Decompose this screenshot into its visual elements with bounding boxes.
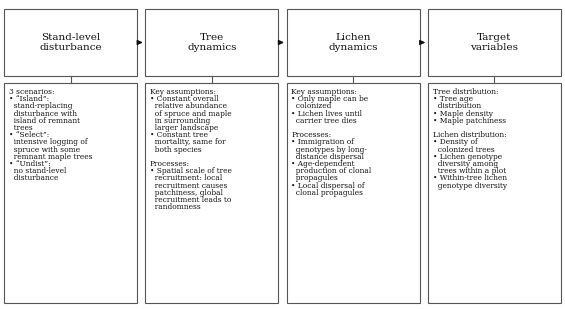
Bar (428, 9, 560, 76)
Text: recruitment: local: recruitment: local (150, 175, 222, 183)
Text: disturbance: disturbance (9, 175, 58, 183)
Text: • “Select”:: • “Select”: (9, 131, 49, 139)
Text: • Density of: • Density of (433, 138, 477, 146)
Text: remnant maple trees: remnant maple trees (9, 153, 92, 161)
Text: 3 scenarios:: 3 scenarios: (9, 88, 54, 96)
Text: stand-replacing: stand-replacing (9, 103, 72, 110)
Bar (146, 9, 279, 76)
Text: distance dispersal: distance dispersal (292, 153, 364, 161)
Text: • Within-tree lichen: • Within-tree lichen (433, 175, 506, 183)
Text: larger landscape: larger landscape (150, 124, 218, 132)
Text: genotype diversity: genotype diversity (433, 182, 507, 190)
Bar (428, 83, 560, 303)
Text: Stand-level
disturbance: Stand-level disturbance (40, 33, 102, 52)
Text: carrier tree dies: carrier tree dies (292, 117, 357, 125)
Text: Target
variables: Target variables (471, 33, 518, 52)
Text: disturbance with: disturbance with (9, 110, 77, 118)
Text: propagules: propagules (292, 175, 338, 183)
Bar (287, 9, 419, 76)
Text: Lichen distribution:: Lichen distribution: (433, 131, 506, 139)
Text: • Immigration of: • Immigration of (292, 138, 354, 146)
Text: Key assumptions:: Key assumptions: (150, 88, 216, 96)
Text: • Lichen lives until: • Lichen lives until (292, 110, 362, 118)
Text: mortality, same for: mortality, same for (150, 138, 225, 146)
Text: • Tree age: • Tree age (433, 95, 472, 103)
Text: trees: trees (9, 124, 33, 132)
Text: Processes:: Processes: (292, 131, 332, 139)
Text: • Only maple can be: • Only maple can be (292, 95, 368, 103)
Bar (5, 83, 137, 303)
Text: • Constant overall: • Constant overall (150, 95, 219, 103)
Bar (146, 83, 279, 303)
Bar (287, 83, 419, 303)
Text: • Maple patchiness: • Maple patchiness (433, 117, 506, 125)
Text: in surrounding: in surrounding (150, 117, 210, 125)
Text: distribution: distribution (433, 103, 481, 110)
Text: colonized trees: colonized trees (433, 146, 494, 154)
Text: • Age-dependent: • Age-dependent (292, 160, 355, 168)
Text: genotypes by long-: genotypes by long- (292, 146, 367, 154)
Text: clonal propagules: clonal propagules (292, 189, 363, 197)
Text: • Local dispersal of: • Local dispersal of (292, 182, 365, 190)
Text: • Maple density: • Maple density (433, 110, 493, 118)
Text: intensive logging of: intensive logging of (9, 138, 87, 146)
Text: production of clonal: production of clonal (292, 167, 372, 175)
Text: Key assumptions:: Key assumptions: (292, 88, 357, 96)
Text: island of remnant: island of remnant (9, 117, 80, 125)
Text: recruitment causes: recruitment causes (150, 182, 227, 190)
Text: trees within a plot: trees within a plot (433, 167, 506, 175)
Text: relative abundance: relative abundance (150, 103, 227, 110)
Text: • Constant tree: • Constant tree (150, 131, 208, 139)
Text: diversity among: diversity among (433, 160, 498, 168)
Text: Tree
dynamics: Tree dynamics (187, 33, 237, 52)
Text: patchiness, global: patchiness, global (150, 189, 223, 197)
Text: recruitment leads to: recruitment leads to (150, 196, 232, 204)
Text: Processes:: Processes: (150, 160, 190, 168)
Text: • Spatial scale of tree: • Spatial scale of tree (150, 167, 232, 175)
Text: no stand-level: no stand-level (9, 167, 66, 175)
Bar (5, 9, 137, 76)
Text: spruce with some: spruce with some (9, 146, 80, 154)
Text: colonized: colonized (292, 103, 332, 110)
Text: both species: both species (150, 146, 202, 154)
Text: Tree distribution:: Tree distribution: (433, 88, 498, 96)
Text: randomness: randomness (150, 203, 201, 211)
Text: • “Undist”:: • “Undist”: (9, 160, 50, 168)
Text: Lichen
dynamics: Lichen dynamics (328, 33, 378, 52)
Text: • Lichen genotype: • Lichen genotype (433, 153, 502, 161)
Text: • “Island”:: • “Island”: (9, 95, 49, 103)
Text: of spruce and maple: of spruce and maple (150, 110, 232, 118)
